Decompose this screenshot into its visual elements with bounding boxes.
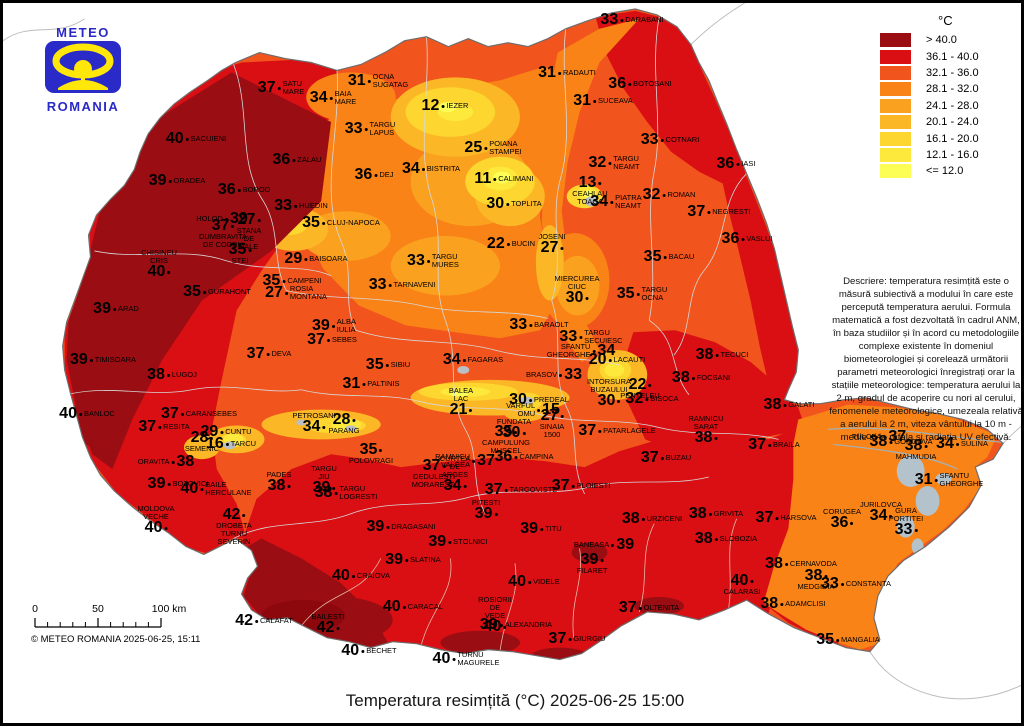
logo-text-meteo: METEO [56, 25, 110, 40]
legend-swatch [880, 33, 911, 48]
scale-label-100: 100 km [151, 603, 187, 615]
legend-row: 24.1 - 28.0 [880, 98, 979, 114]
description-text: Descriere: temperatura resimțită este o … [829, 276, 1023, 443]
legend-swatch [880, 49, 911, 64]
country-border [62, 8, 1004, 661]
legend-title: °C [938, 13, 953, 28]
legend-swatch [880, 131, 911, 146]
legend-range-label: 28.1 - 32.0 [926, 83, 979, 96]
map-title: Temperatura resimțită (°C) 2025-06-25 15… [345, 691, 685, 710]
legend-row: 16.1 - 20.0 [880, 130, 979, 146]
legend-range-label: 20.1 - 24.0 [926, 116, 979, 129]
legend-range-label: 32.1 - 36.0 [926, 66, 979, 79]
copyright-text: © METEO ROMANIA 2025-06-25, 15:11 [31, 634, 201, 645]
legend-row: 36.1 - 40.0 [880, 48, 979, 64]
legend-swatch [880, 65, 911, 80]
legend-swatch [880, 164, 911, 179]
scale-bar-labels: 0 50 100 km [21, 603, 221, 616]
scale-bar: 0 50 100 km [21, 603, 221, 635]
legend-swatch [880, 98, 911, 113]
legend-row: 20.1 - 24.0 [880, 114, 979, 130]
legend-row: 28.1 - 32.0 [880, 81, 979, 97]
legend-range-label: <= 12.0 [926, 165, 964, 178]
legend-range-label: 24.1 - 28.0 [926, 99, 979, 112]
meteo-romania-logo: METEO ROMANIA [43, 25, 123, 114]
legend-row: > 40.0 [880, 32, 979, 48]
romania-map [3, 3, 1021, 700]
legend-range-label: 12.1 - 16.0 [926, 148, 979, 161]
scale-label-0: 0 [32, 603, 38, 615]
legend-rows: > 40.0 36.1 - 40.0 32.1 - 36.0 28.1 - 32.0 2… [880, 32, 979, 180]
scale-bar-ticks [34, 618, 162, 628]
legend-swatch [880, 82, 911, 97]
logo-text-romania: ROMANIA [46, 99, 120, 114]
legend-row: <= 12.0 [880, 163, 979, 179]
legend-row: 12.1 - 16.0 [880, 147, 979, 163]
neighbour-borders [3, 3, 1021, 700]
legend-row: 32.1 - 36.0 [880, 65, 979, 81]
legend-swatch [880, 115, 911, 130]
temperature-legend: °C > 40.0 36.1 - 40.0 32.1 - 36.0 28.1 - 32… [880, 13, 979, 180]
legend-swatch [880, 147, 911, 162]
scale-label-50: 50 [92, 603, 104, 615]
meteo-romania-emblem-icon [45, 41, 121, 93]
legend-range-label: 16.1 - 20.0 [926, 132, 979, 145]
legend-range-label: > 40.0 [926, 34, 957, 47]
legend-range-label: 36.1 - 40.0 [926, 50, 979, 63]
